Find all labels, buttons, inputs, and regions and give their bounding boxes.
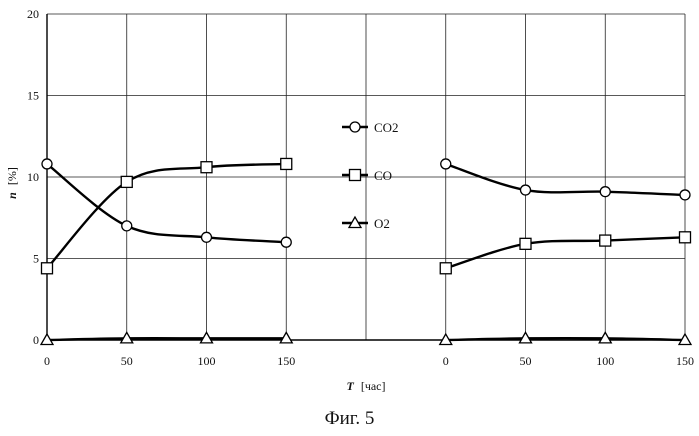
- x-tick-label: 0: [44, 354, 50, 368]
- series-line-co2: [47, 164, 286, 242]
- legend-label-co2: CO2: [374, 120, 399, 135]
- data-point-co: [600, 235, 611, 246]
- legend-label-o2: O2: [374, 216, 390, 231]
- data-point-co: [520, 238, 531, 249]
- x-axis-variable: T: [346, 379, 354, 393]
- figure-caption: Фиг. 5: [0, 408, 699, 430]
- y-tick-label: 15: [27, 89, 39, 103]
- legend-marker-co2: [350, 122, 360, 132]
- data-point-co2: [600, 187, 610, 197]
- x-tick-labels: 0 50 100 150 0 50 100 150: [44, 354, 694, 368]
- data-point-co: [201, 162, 212, 173]
- chart: 0 5 10 15 20 0 50 100 150 0 50 100 150 CO2 CO O2 n [%…: [0, 0, 699, 406]
- x-tick-label: 150: [277, 354, 295, 368]
- data-point-co2: [441, 159, 451, 169]
- x-tick-label: 0: [443, 354, 449, 368]
- data-point-co2: [521, 185, 531, 195]
- x-axis-unit: [час]: [361, 379, 386, 393]
- data-point-co2: [281, 237, 291, 247]
- series-line-co: [446, 237, 685, 268]
- legend: CO2 CO O2: [342, 120, 399, 231]
- grid: [47, 14, 685, 340]
- x-tick-label: 150: [676, 354, 694, 368]
- x-tick-label: 100: [198, 354, 216, 368]
- x-tick-label: 50: [121, 354, 133, 368]
- data-point-co: [281, 158, 292, 169]
- y-axis-label: n [%]: [5, 167, 19, 199]
- y-tick-label: 20: [27, 7, 39, 21]
- series-line-co: [47, 164, 286, 268]
- x-tick-label: 50: [520, 354, 532, 368]
- data-point-co2: [202, 232, 212, 242]
- data-point-co2: [122, 221, 132, 231]
- data-point-co: [680, 232, 691, 243]
- series-line-co2: [446, 164, 685, 195]
- y-tick-label: 0: [33, 333, 39, 347]
- y-tick-label: 10: [27, 170, 39, 184]
- data-point-co: [121, 176, 132, 187]
- data-point-co: [42, 263, 53, 274]
- legend-marker-co: [350, 170, 361, 181]
- data-point-co: [440, 263, 451, 274]
- x-tick-label: 100: [596, 354, 614, 368]
- y-axis-unit: [%]: [5, 167, 19, 185]
- data-point-co2: [42, 159, 52, 169]
- x-axis-label: T [час]: [346, 379, 385, 393]
- y-tick-labels: 0 5 10 15 20: [27, 7, 39, 347]
- y-axis-variable: n: [5, 192, 19, 199]
- legend-label-co: CO: [374, 168, 392, 183]
- y-tick-label: 5: [33, 252, 39, 266]
- data-point-co2: [680, 190, 690, 200]
